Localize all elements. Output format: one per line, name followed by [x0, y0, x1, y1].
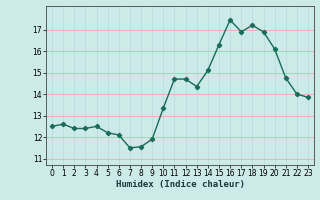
X-axis label: Humidex (Indice chaleur): Humidex (Indice chaleur)	[116, 180, 244, 189]
